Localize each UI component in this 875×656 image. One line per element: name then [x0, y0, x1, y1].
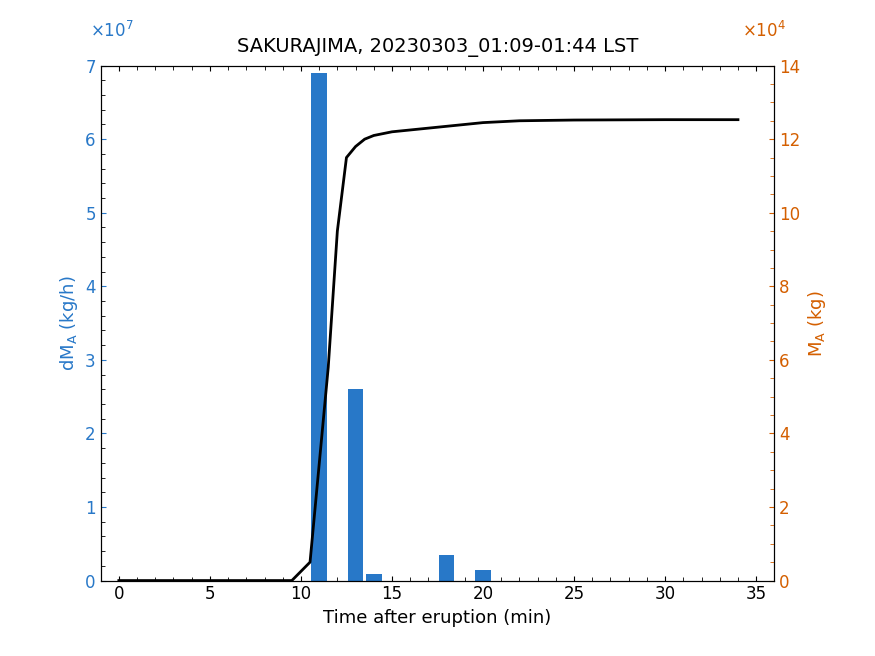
Bar — [366, 574, 382, 581]
Bar — [312, 73, 327, 581]
Title: SAKURAJIMA, 20230303_01:09-01:44 LST: SAKURAJIMA, 20230303_01:09-01:44 LST — [237, 37, 638, 56]
Y-axis label: $\mathregular{dM_A}$ (kg/h): $\mathregular{dM_A}$ (kg/h) — [58, 276, 80, 371]
Text: $\times10^7$: $\times10^7$ — [89, 20, 133, 41]
Bar — [439, 555, 454, 581]
Y-axis label: $\mathregular{M_A}$ (kg): $\mathregular{M_A}$ (kg) — [806, 290, 828, 356]
Text: $\times10^4$: $\times10^4$ — [741, 20, 786, 41]
X-axis label: Time after eruption (min): Time after eruption (min) — [324, 609, 551, 627]
Bar — [348, 389, 363, 581]
Bar — [475, 569, 491, 581]
